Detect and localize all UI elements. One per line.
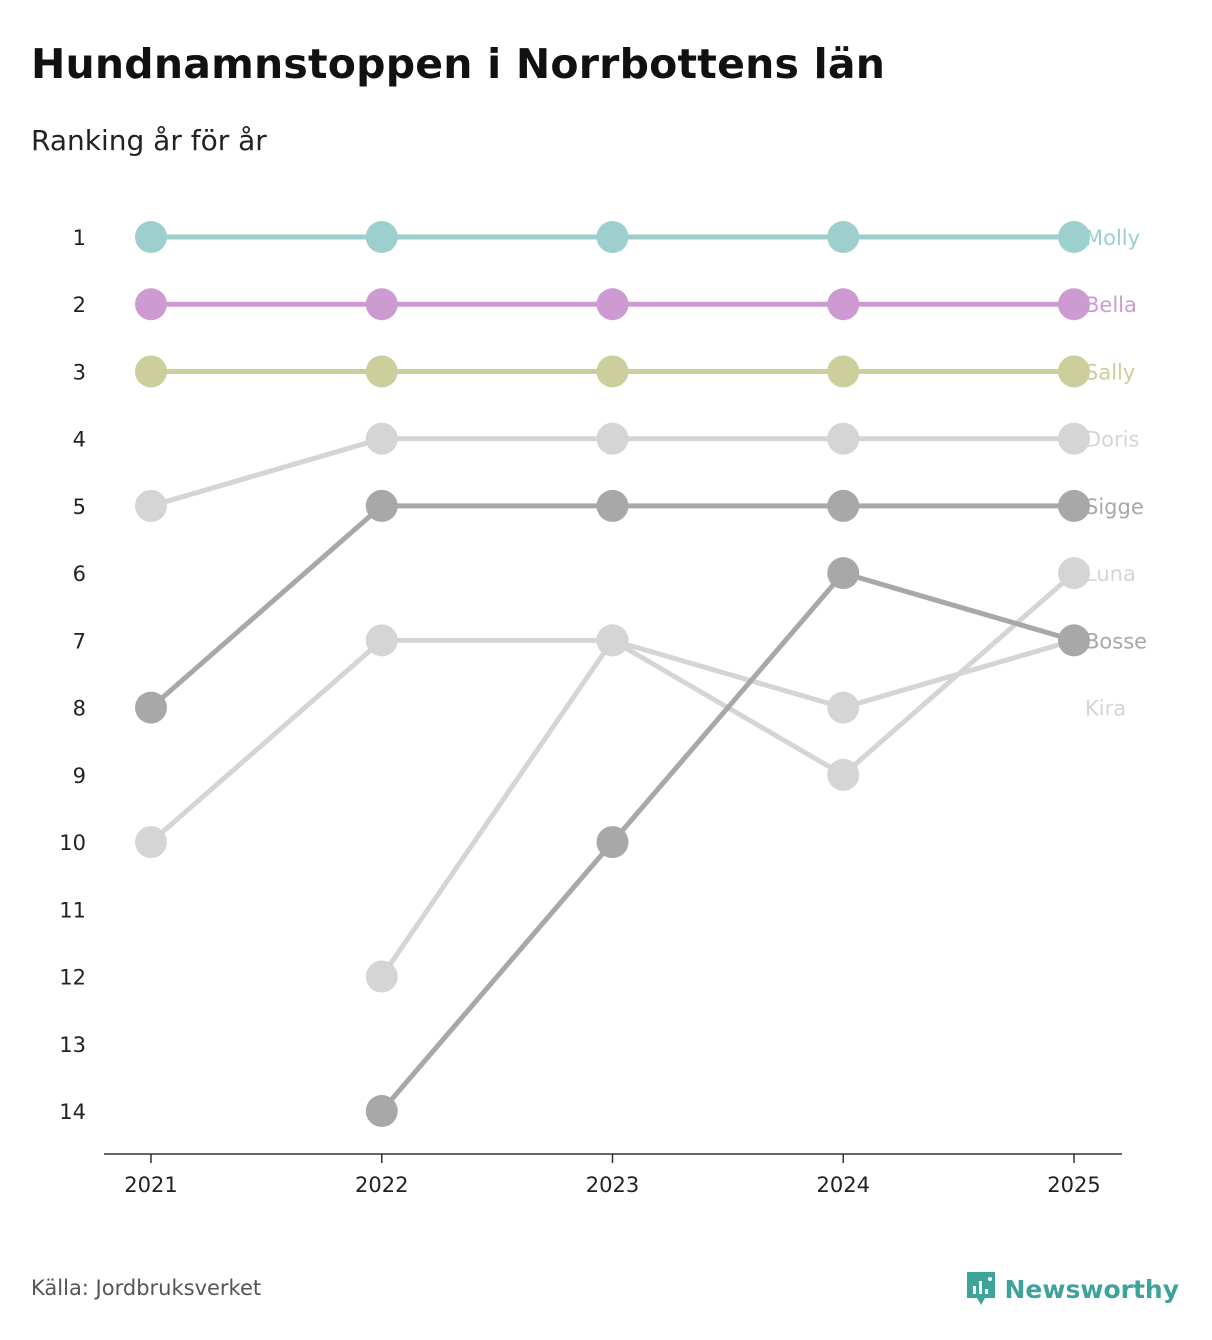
- data-point-molly: [596, 221, 629, 253]
- y-tick-label: 9: [73, 764, 86, 788]
- data-point-sigge: [135, 691, 167, 724]
- data-point-sally: [596, 355, 629, 388]
- y-tick-label: 8: [73, 697, 86, 721]
- series-line-bosse: [379, 570, 1077, 1114]
- data-point-luna: [1058, 557, 1090, 590]
- y-tick-label: 6: [73, 562, 86, 586]
- data-point-bosse: [1058, 624, 1090, 657]
- data-point-bella: [1058, 288, 1090, 321]
- data-point-doris: [365, 422, 398, 455]
- data-point-sigge: [827, 489, 860, 522]
- data-point-molly: [365, 221, 398, 253]
- data-point-luna: [827, 758, 860, 791]
- data-point-bosse: [827, 557, 860, 590]
- chart-subtitle: Ranking år för år: [31, 124, 267, 157]
- data-point-sally: [1058, 355, 1090, 388]
- series-labels: Doris Luna Kira Sigge Bosse Molly Bella Sally: [1085, 226, 1147, 721]
- y-tick-label: 12: [59, 966, 86, 990]
- x-tick-label: 2024: [817, 1173, 870, 1197]
- x-tick-label: 2023: [586, 1173, 639, 1197]
- data-point-sally: [135, 355, 167, 388]
- y-tick-label: 3: [73, 360, 86, 384]
- y-tick-label: 4: [73, 428, 86, 452]
- data-point-doris: [1058, 422, 1090, 455]
- series-label-sally: Sally: [1085, 360, 1135, 384]
- series-line-kira: [148, 637, 1077, 845]
- y-tick-label: 14: [59, 1100, 86, 1124]
- series-label-doris: Doris: [1085, 428, 1139, 452]
- y-tick-label: 5: [73, 495, 86, 519]
- data-point-sigge: [365, 489, 398, 522]
- series-label-luna: Luna: [1085, 562, 1136, 586]
- data-point-molly: [135, 221, 167, 253]
- data-point-bosse: [365, 1095, 398, 1127]
- y-tick-label: 13: [59, 1033, 86, 1057]
- chart-title: Hundnamnstoppen i Norrbottens län: [31, 40, 886, 88]
- data-point-sally: [365, 355, 398, 388]
- series-label-molly: Molly: [1085, 226, 1140, 250]
- data-point-sigge: [596, 489, 629, 522]
- data-point-doris: [827, 422, 860, 455]
- data-point-bella: [365, 288, 398, 321]
- x-tick-label: 2025: [1047, 1173, 1100, 1197]
- series-label-sigge: Sigge: [1085, 495, 1144, 519]
- y-tick-label: 2: [73, 293, 86, 317]
- series-label-bella: Bella: [1085, 293, 1137, 317]
- data-point-bella: [827, 288, 860, 321]
- data-point-kira: [827, 691, 860, 724]
- source-note: Källa: Jordbruksverket: [31, 1276, 262, 1300]
- data-point-kira: [365, 624, 398, 657]
- x-axis-ticks: 2021 2022 2023 2024 2025: [124, 1154, 1101, 1197]
- y-tick-label: 10: [59, 831, 86, 855]
- data-point-sigge: [1058, 489, 1090, 522]
- series-line-luna: [379, 570, 1077, 980]
- brand-logo[interactable]: Newsworthy: [965, 1270, 1180, 1308]
- y-tick-label: 11: [59, 898, 86, 922]
- data-point-doris: [135, 489, 167, 522]
- y-tick-label: 7: [73, 629, 86, 653]
- x-tick-label: 2021: [124, 1173, 177, 1197]
- data-point-molly: [1058, 221, 1090, 253]
- newsworthy-logo-icon: [966, 1272, 995, 1305]
- y-tick-label: 1: [73, 226, 86, 250]
- series-dots: [135, 221, 1090, 1127]
- data-point-kira: [135, 826, 167, 859]
- data-point-bella: [596, 288, 629, 321]
- data-point-luna: [365, 960, 398, 993]
- data-point-sally: [827, 355, 860, 388]
- data-point-molly: [827, 221, 860, 253]
- data-point-kira: [596, 624, 629, 657]
- x-tick-label: 2022: [355, 1173, 408, 1197]
- data-point-doris: [596, 422, 629, 455]
- data-point-bosse: [596, 826, 629, 859]
- series-label-kira: Kira: [1085, 697, 1126, 721]
- data-point-bella: [135, 288, 167, 321]
- series-label-bosse: Bosse: [1085, 629, 1147, 653]
- brand-name: Newsworthy: [1004, 1274, 1180, 1304]
- series-line-sigge: [148, 503, 1077, 711]
